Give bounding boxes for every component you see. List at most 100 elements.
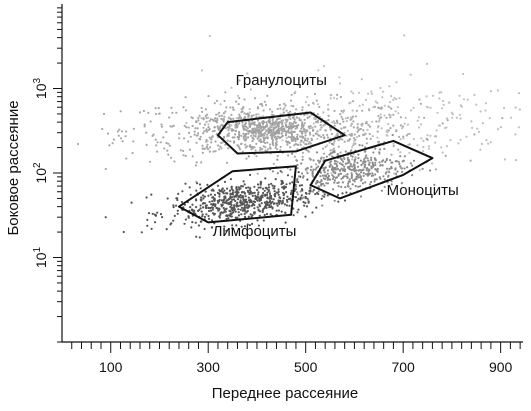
data-point xyxy=(190,116,193,119)
data-point xyxy=(388,167,391,170)
data-point xyxy=(308,115,311,118)
data-point xyxy=(400,167,403,170)
data-point xyxy=(326,194,329,197)
data-point xyxy=(348,133,351,136)
data-point xyxy=(293,137,297,140)
data-point xyxy=(377,140,381,143)
data-point xyxy=(299,190,302,193)
data-point xyxy=(246,203,249,206)
data-point xyxy=(469,159,472,162)
data-point xyxy=(112,138,115,141)
data-point xyxy=(270,197,273,200)
data-point xyxy=(153,213,156,216)
data-point xyxy=(245,206,248,209)
data-point xyxy=(182,154,185,157)
data-point xyxy=(312,102,315,105)
data-point xyxy=(242,202,245,205)
data-point xyxy=(182,149,185,152)
data-point xyxy=(333,139,336,142)
data-point xyxy=(275,138,278,141)
data-point xyxy=(310,165,313,168)
data-point xyxy=(445,117,448,120)
data-point xyxy=(204,108,207,111)
x-tick-label: 300 xyxy=(197,359,221,375)
data-point xyxy=(250,115,253,118)
data-point xyxy=(374,163,377,167)
data-point xyxy=(233,209,236,212)
data-point xyxy=(319,181,322,184)
data-point xyxy=(343,165,346,168)
data-point xyxy=(410,109,413,112)
data-point xyxy=(235,202,238,205)
data-point xyxy=(331,165,334,168)
data-point xyxy=(419,102,422,105)
data-point xyxy=(403,155,406,158)
data-point xyxy=(223,225,226,228)
data-point xyxy=(125,130,128,133)
data-point xyxy=(308,189,311,192)
data-point xyxy=(433,183,436,186)
data-point xyxy=(281,199,284,202)
data-point xyxy=(336,154,339,157)
data-point xyxy=(357,169,360,172)
data-point xyxy=(323,184,326,187)
data-point xyxy=(297,143,300,146)
data-point xyxy=(281,139,284,142)
data-point xyxy=(285,204,289,207)
data-point xyxy=(227,147,230,150)
data-point xyxy=(234,129,237,133)
data-point xyxy=(341,192,344,195)
data-point xyxy=(331,155,334,158)
data-point xyxy=(418,126,421,129)
data-point xyxy=(238,79,241,82)
data-point xyxy=(245,157,248,160)
data-point xyxy=(342,109,345,112)
data-point xyxy=(332,188,335,191)
data-point xyxy=(247,204,250,208)
gates: Гранулоциты Лимфоциты Моноциты xyxy=(178,72,459,240)
data-point xyxy=(349,116,353,119)
data-point xyxy=(365,167,368,170)
data-point xyxy=(181,190,184,193)
data-point xyxy=(263,100,266,103)
data-point xyxy=(301,108,304,112)
data-point xyxy=(434,168,437,171)
data-point xyxy=(499,126,503,129)
data-point xyxy=(275,209,278,212)
data-point xyxy=(237,121,240,124)
data-point xyxy=(445,145,449,148)
data-point xyxy=(273,185,276,188)
data-point xyxy=(288,182,291,185)
gate-label: Моноциты xyxy=(387,182,459,199)
data-point xyxy=(372,151,375,154)
data-point xyxy=(384,160,387,164)
data-point xyxy=(251,147,254,150)
data-point xyxy=(296,177,299,180)
data-point xyxy=(231,224,234,227)
data-point xyxy=(425,62,429,65)
data-point xyxy=(229,214,232,217)
data-point xyxy=(167,142,170,145)
data-point xyxy=(235,117,238,120)
data-point xyxy=(305,169,308,172)
data-point xyxy=(302,124,305,127)
data-point xyxy=(332,120,335,123)
data-point xyxy=(326,172,329,175)
data-point xyxy=(403,122,406,125)
data-point xyxy=(231,206,235,209)
data-point xyxy=(209,207,212,210)
data-point xyxy=(279,200,282,203)
data-point xyxy=(289,110,292,113)
data-point xyxy=(177,192,180,195)
data-point xyxy=(234,199,237,203)
data-point xyxy=(367,163,370,166)
data-point xyxy=(314,168,317,171)
data-point xyxy=(303,122,306,125)
data-point xyxy=(284,211,287,214)
data-point xyxy=(320,120,323,124)
data-point xyxy=(171,111,174,114)
data-point xyxy=(146,224,149,227)
data-point xyxy=(210,136,214,139)
data-point xyxy=(207,123,210,126)
data-point xyxy=(207,194,210,197)
